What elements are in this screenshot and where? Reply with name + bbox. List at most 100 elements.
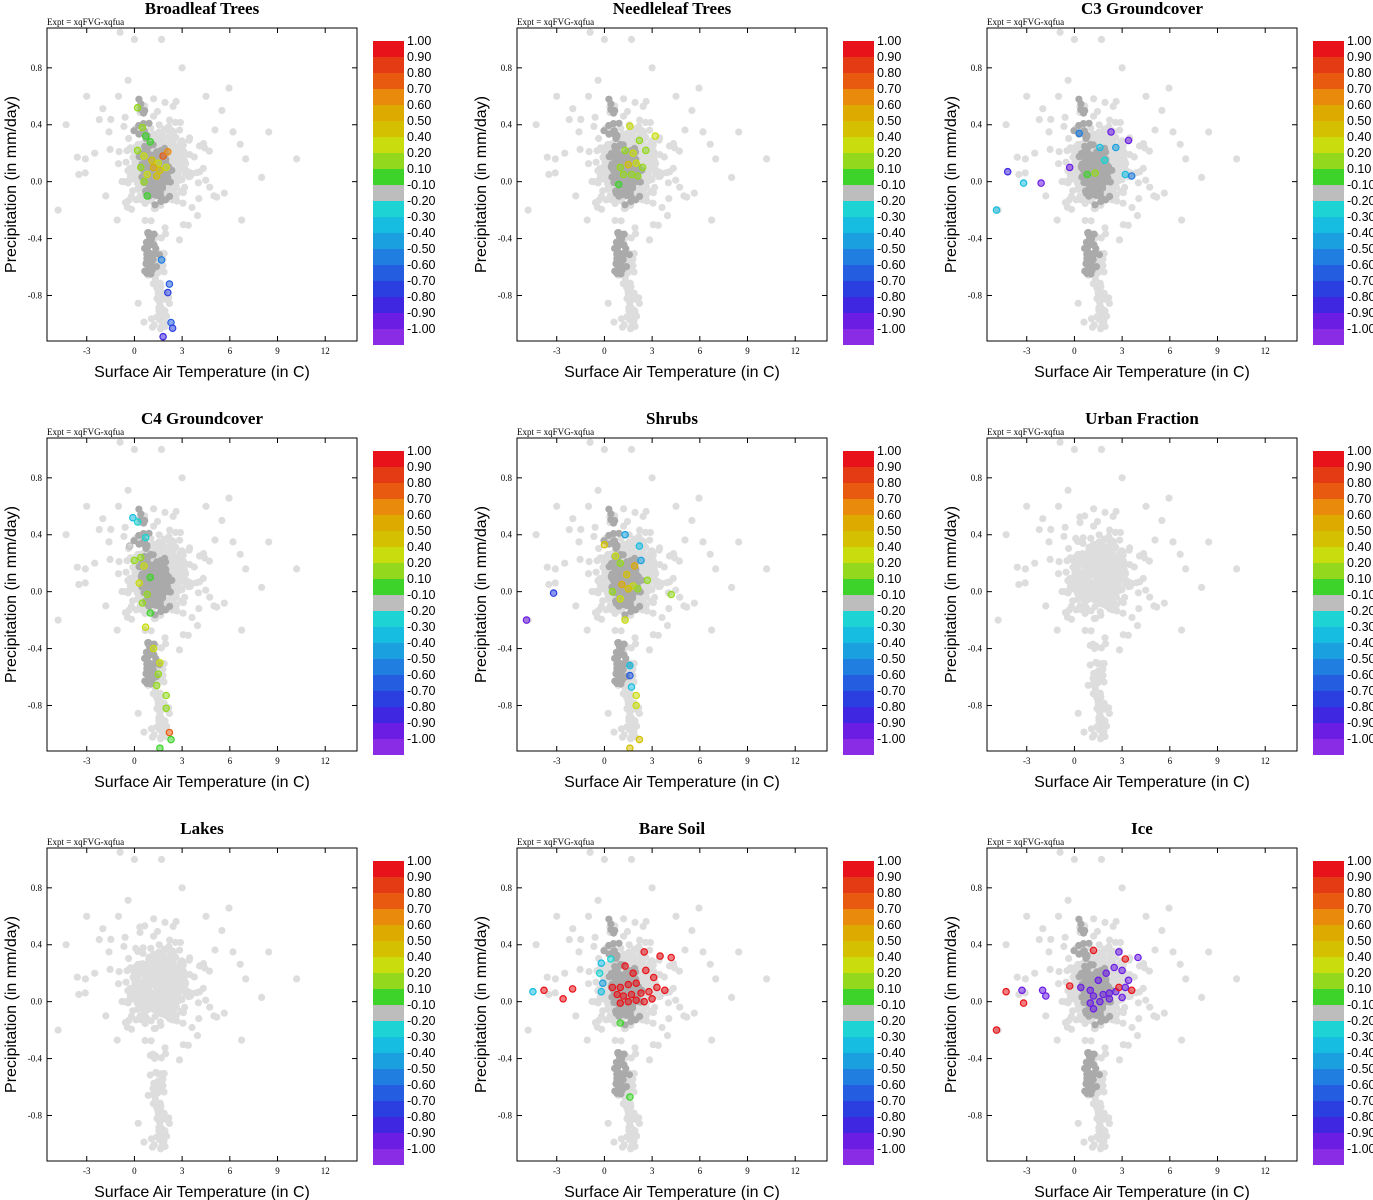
background-point [1096, 313, 1104, 321]
colorbar-label: 0.20 [1347, 146, 1371, 160]
colorbar-swatch [373, 595, 404, 611]
background-point [147, 627, 155, 635]
colorbar-swatch [373, 297, 404, 313]
mid-point [619, 256, 627, 264]
background-point [107, 115, 115, 123]
data-point [633, 172, 642, 180]
mid-point [1105, 167, 1113, 176]
background-point [669, 574, 677, 583]
data-point [152, 681, 161, 690]
background-point [113, 626, 121, 634]
x-axis-label: Surface Air Temperature (in C) [94, 364, 310, 381]
mid-point [621, 263, 629, 271]
colorbar-label: -0.60 [407, 668, 436, 682]
data-point [1121, 170, 1130, 179]
background-point [121, 113, 129, 121]
x-tick-label: 3 [180, 756, 185, 766]
background-point [600, 163, 608, 172]
data-point [626, 122, 634, 131]
background-point [584, 570, 593, 578]
background-point [626, 279, 634, 287]
data-point [1096, 143, 1104, 152]
background-point [171, 528, 180, 537]
background-point [532, 121, 540, 129]
data-point [157, 256, 166, 264]
background-point [149, 540, 158, 548]
data-point [149, 163, 158, 172]
mid-point [1083, 190, 1091, 198]
background-point [157, 644, 165, 652]
background-point [1113, 197, 1121, 205]
mid-point [611, 142, 619, 150]
x-tick-label: 3 [1120, 346, 1125, 356]
background-point [585, 148, 593, 156]
data-point [162, 163, 171, 172]
mid-point [145, 119, 153, 127]
background-point [597, 205, 606, 213]
data-point [638, 163, 647, 172]
background-point [205, 557, 213, 565]
background-point [1120, 156, 1128, 164]
mid-point [619, 141, 627, 149]
background-point [238, 626, 246, 634]
colorbar-swatch [843, 265, 874, 281]
background-point [229, 538, 237, 546]
background-point [102, 602, 110, 610]
background-point [193, 622, 202, 630]
background-point [140, 728, 148, 736]
mid-point [143, 660, 151, 668]
mid-point [613, 131, 621, 139]
colorbar-swatch [1313, 57, 1344, 73]
background-point [656, 544, 664, 552]
colorbar-label: 0.10 [877, 162, 901, 176]
background-point [664, 179, 673, 187]
background-point [149, 130, 158, 138]
background-point [1116, 126, 1124, 134]
background-point [1112, 183, 1120, 191]
mid-point [1081, 267, 1089, 275]
background-point [218, 106, 226, 115]
colorbar-swatch [373, 611, 404, 627]
background-point [175, 646, 184, 654]
colorbar-label: 1.00 [407, 34, 431, 48]
background-point [73, 153, 81, 161]
background-point [186, 134, 194, 142]
background-point [148, 323, 157, 331]
mid-point [159, 581, 167, 590]
background-point [1105, 294, 1113, 302]
background-point [1090, 95, 1098, 103]
data-point [1075, 129, 1084, 138]
colorbar-label: -0.10 [407, 588, 436, 602]
mid-point [1085, 119, 1093, 127]
colorbar-swatch [373, 499, 404, 515]
background-point [591, 113, 599, 121]
x-tick-label: 12 [321, 346, 330, 356]
background-point [177, 597, 185, 606]
colorbar-label: -0.80 [1347, 290, 1373, 304]
data-point [156, 166, 164, 175]
colorbar-swatch [373, 121, 404, 137]
background-point [116, 438, 124, 446]
data-point [641, 146, 650, 155]
y-axis-label: Precipitation (in mm/day) [3, 506, 20, 683]
mid-point [1085, 152, 1093, 160]
background-point [73, 563, 81, 571]
mid-point [166, 602, 174, 611]
experiment-label: Expt = xqFVG-xqfua [517, 427, 594, 437]
y-tick-label: 0.0 [501, 177, 513, 187]
background-point [1045, 128, 1053, 136]
background-point [220, 599, 228, 607]
background-point [211, 126, 219, 134]
background-point [158, 548, 166, 556]
background-point [1109, 138, 1117, 146]
background-point [91, 559, 99, 567]
background-point [583, 626, 591, 634]
background-point [166, 526, 174, 534]
background-point [188, 613, 196, 622]
y-tick-label: -0.4 [498, 234, 513, 244]
data-point [614, 180, 623, 189]
background-point [193, 579, 201, 587]
data-point [635, 136, 644, 145]
